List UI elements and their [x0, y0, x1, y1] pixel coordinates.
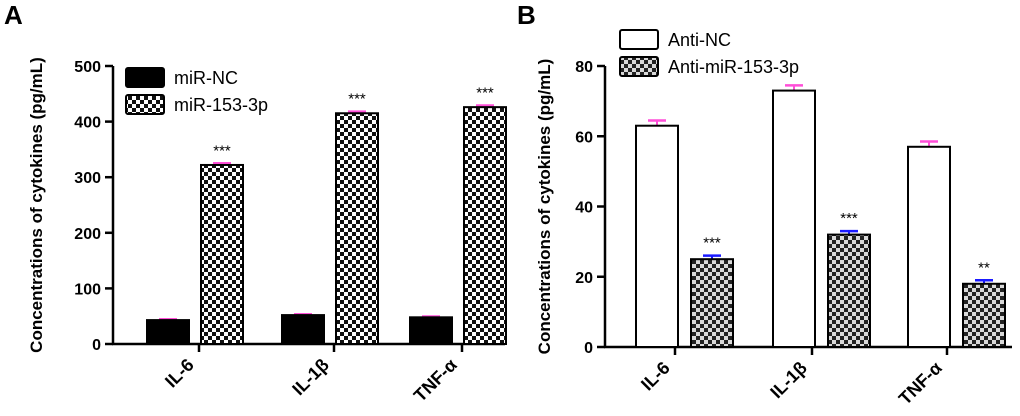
- x-tick-label: TNF-α: [410, 355, 461, 406]
- significance-label: ***: [213, 142, 231, 159]
- significance-label: **: [978, 259, 990, 276]
- bar: [962, 282, 1006, 348]
- x-tick-label: IL-1β: [766, 358, 811, 403]
- bar: [907, 145, 951, 348]
- bar: [409, 316, 453, 346]
- significance-label: ***: [703, 235, 721, 252]
- bar: [772, 89, 816, 349]
- y-tick-label: 200: [74, 226, 101, 243]
- bar: [335, 112, 379, 346]
- bar: [146, 319, 190, 346]
- legend-label: miR-NC: [174, 68, 238, 88]
- bar: [690, 258, 734, 348]
- y-tick-label: 60: [575, 129, 593, 146]
- y-tick-label: 80: [575, 59, 593, 76]
- legend-swatch: [125, 67, 165, 88]
- bar: [463, 106, 507, 345]
- x-tick-label: IL-6: [637, 358, 674, 395]
- x-tick-label: IL-6: [161, 355, 198, 392]
- y-tick-label: 40: [575, 200, 593, 217]
- y-tick-label: 500: [74, 59, 101, 76]
- panel-letter: A: [4, 0, 23, 30]
- significance-label: ***: [348, 91, 366, 108]
- bar: [635, 124, 679, 349]
- y-axis-title: Concentrations of cytokines (pg/mL): [535, 59, 554, 355]
- y-tick-label: 400: [74, 115, 101, 132]
- panel-b: B Concentrations of cytokines (pg/mL) 0 20 4…: [517, 0, 1012, 409]
- bar: [281, 314, 325, 346]
- legend-label: miR-153-3p: [174, 95, 268, 115]
- y-tick-label: 100: [74, 281, 101, 298]
- legend-label: Anti-miR-153-3p: [668, 57, 799, 77]
- y-tick-label: 20: [575, 270, 593, 287]
- x-tick-label: TNF-α: [895, 358, 946, 409]
- bar: [827, 233, 871, 349]
- x-tick-label: IL-1β: [288, 355, 333, 400]
- y-tick-label: 0: [584, 340, 593, 357]
- legend-swatch: [619, 56, 659, 77]
- significance-label: ***: [840, 210, 858, 227]
- y-tick-label: 0: [92, 337, 101, 354]
- y-axis-title: Concentrations of cytokines (pg/mL): [27, 57, 46, 353]
- legend-swatch: [619, 29, 659, 50]
- bar: [200, 163, 244, 345]
- y-tick-label: 300: [74, 170, 101, 187]
- legend-swatch: [125, 94, 165, 115]
- legend-label: Anti-NC: [668, 30, 731, 50]
- panel-letter: B: [517, 0, 536, 30]
- significance-label: ***: [476, 84, 494, 101]
- panel-a: A Concentrations of cytokines (pg/mL) 0 100…: [4, 0, 507, 406]
